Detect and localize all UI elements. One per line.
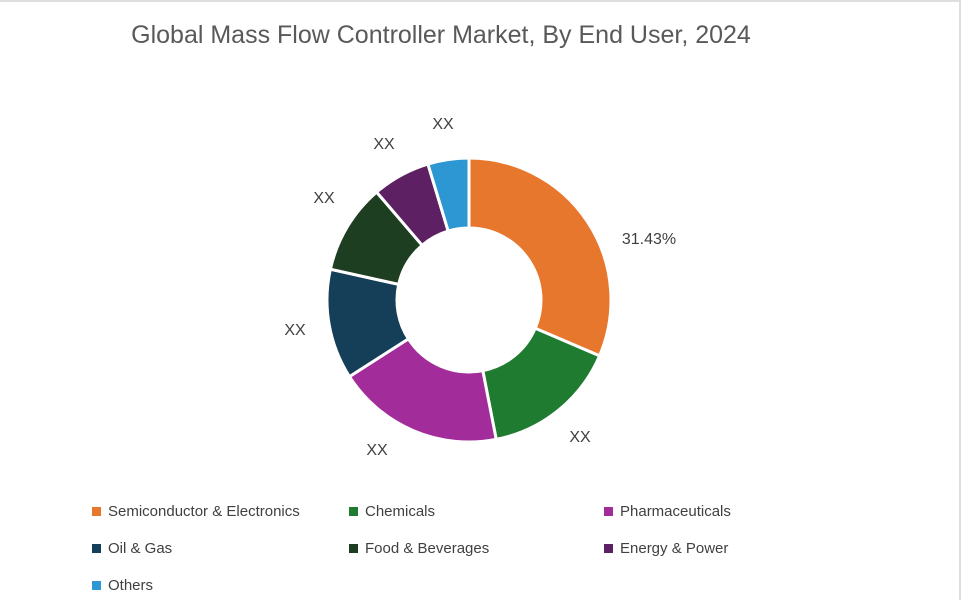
legend-swatch-icon [92,544,101,553]
data-label-energy-and-power: XX [373,136,395,153]
chart-title: Global Mass Flow Controller Market, By E… [131,21,751,49]
legend-swatch-icon [349,544,358,553]
donut-slice-semiconductor-and-electronics [467,156,613,358]
legend-swatch-icon [604,507,613,516]
legend-swatch-icon [349,507,358,516]
donut-slice-others [426,156,471,233]
legend-swatch-icon [604,544,613,553]
legend-item-energy-and-power: Energy & Power [604,539,952,557]
legend-item-food-and-beverages: Food & Beverages [349,539,604,557]
donut-slice-pharmaceuticals [347,336,498,444]
legend-label: Chemicals [365,502,436,520]
legend-label: Energy & Power [620,539,729,557]
legend-label: Others [108,576,154,594]
data-label-food-and-beverages: XX [313,190,335,207]
data-label-semiconductor-and-electronics: 31.43% [621,231,677,248]
legend-item-chemicals: Chemicals [349,502,604,520]
legend-swatch-icon [92,507,101,516]
data-label-pharmaceuticals: XX [366,442,388,459]
data-label-chemicals: XX [569,429,591,446]
legend-label: Oil & Gas [108,539,173,557]
data-label-oil-and-gas: XX [284,322,306,339]
legend-item-oil-and-gas: Oil & Gas [92,539,349,557]
legend-label: Pharmaceuticals [620,502,731,520]
legend-item-pharmaceuticals: Pharmaceuticals [604,502,952,520]
legend-label: Semiconductor & Electronics [108,502,300,520]
legend: Semiconductor & Electronics Chemicals Phar… [92,502,952,594]
legend-item-others: Others [92,576,349,594]
legend-label: Food & Beverages [365,539,490,557]
legend-item-semiconductor-and-electronics: Semiconductor & Electronics [92,502,349,520]
legend-swatch-icon [92,581,101,590]
data-label-others: XX [432,116,454,133]
